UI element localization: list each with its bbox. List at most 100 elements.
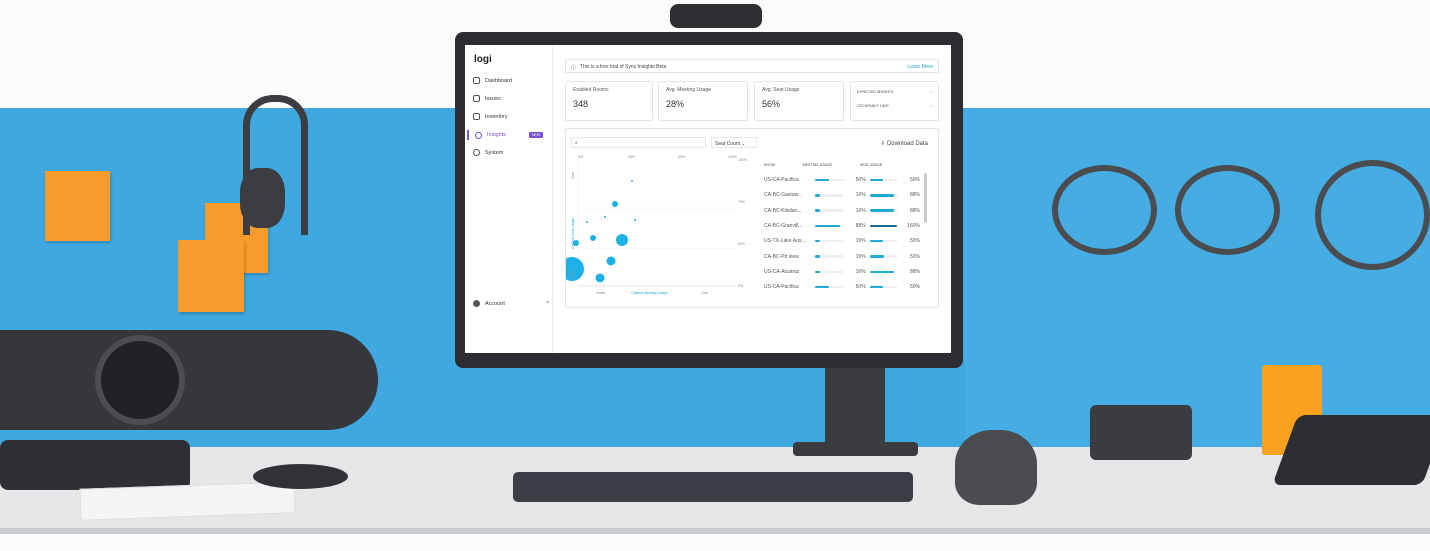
seat-usage: 50% [910, 284, 921, 291]
top-tick: 50% [678, 155, 685, 159]
seat-usage-bar [869, 209, 898, 212]
issues-icon [473, 95, 480, 102]
search-input[interactable]: ⌕ [571, 137, 706, 148]
room-name: CA-BC-Gastow... [764, 192, 803, 199]
gear-icon [473, 149, 480, 156]
table-row[interactable]: CA-BC-Pd view 16% 52% [764, 254, 924, 260]
seat-usage: 88% [910, 268, 921, 275]
room-name: CA-BC-Pd view [764, 253, 799, 260]
mini-pc [1090, 405, 1192, 460]
insights-panel: ⌕ Seat Count ⌄ ⇩ Download Data Under Opti… [565, 128, 939, 308]
table-row[interactable]: CA-BC-Granvill... 88% 160% [764, 223, 924, 229]
download-data-button[interactable]: ⇩ Download Data [880, 141, 928, 147]
room-name: US-CA-Pacifica [764, 284, 799, 291]
meeting-usage-bar [815, 209, 843, 212]
seat-count-dropdown[interactable]: Seat Count ⌄ [711, 137, 757, 148]
seat-usage-bar [869, 224, 898, 228]
keyboard [513, 472, 913, 502]
bubble [606, 256, 616, 266]
insight-links: EXPECTED INSIGHTS › OCCUPANCY LIMIT › [850, 81, 939, 121]
sidebar-item-issues[interactable]: Issues [473, 95, 549, 102]
card-enabled-rooms: Enabled Rooms 348 [565, 81, 653, 121]
learn-more-link[interactable]: Learn More [907, 64, 933, 70]
bubble [612, 201, 618, 207]
meeting-usage: 50% [855, 177, 866, 183]
room-name: US-CA-Pacifica [764, 177, 799, 183]
search-icon: ⌕ [575, 140, 578, 146]
bubble [604, 216, 606, 218]
room-name: CA-BC-Granvill... [764, 222, 803, 229]
room-name: US-TX-Lake Aus... [764, 238, 806, 245]
sidebar-item-dashboard[interactable]: Dashboard [473, 77, 549, 84]
account-menu[interactable]: Account ^ [473, 300, 549, 307]
cable [1052, 165, 1157, 255]
occupancy-limit-link[interactable]: OCCUPANCY LIMIT › [857, 104, 932, 108]
expected-insights-link[interactable]: EXPECTED INSIGHTS › [857, 90, 932, 94]
x-label-under: Under [596, 291, 606, 295]
y-label-over: Over [571, 171, 575, 179]
bubble-chart: Under Optimal Meeting Usage Over 0% 25% 50% 10… [566, 155, 747, 295]
sticky-note [178, 240, 244, 312]
top-tick: 25% [628, 155, 635, 159]
bubble [631, 180, 633, 182]
sidebar-item-inventory[interactable]: Inventory [473, 113, 549, 120]
seat-usage-bar [869, 178, 898, 182]
right-tick: 0% [738, 284, 743, 288]
meeting-usage: 16% [855, 207, 866, 214]
cloud-icon [473, 113, 480, 120]
lightbulb-icon [475, 131, 482, 139]
meeting-usage-bar [815, 285, 843, 289]
seat-usage-bar [869, 285, 898, 289]
table-row[interactable]: US-CA-Alcatraz 16% 88% [764, 269, 924, 275]
avatar [473, 300, 480, 307]
seat-usage: 88% [910, 207, 921, 214]
meeting-usage-bar [815, 255, 843, 258]
sidebar: logi Dashboard Issues Inventory Insights… [465, 45, 553, 353]
table-row[interactable]: US-CA-Pacifica 50% 50% [764, 177, 924, 183]
meeting-usage-bar [815, 239, 843, 243]
tablet [1272, 415, 1430, 485]
headset [243, 95, 308, 235]
bubble [573, 240, 579, 246]
scrollbar[interactable] [924, 173, 927, 223]
sidebar-item-system[interactable]: System [473, 149, 549, 156]
x-label-over: Over [701, 291, 709, 295]
seat-usage: 50% [910, 238, 921, 245]
mouse [955, 430, 1037, 505]
table-row[interactable]: US-TX-Lake Aus... 16% 50% [764, 238, 924, 244]
meeting-usage: 50% [855, 284, 866, 291]
headset-earcup [240, 168, 285, 228]
sidebar-item-insights[interactable]: Insights NEW [467, 130, 543, 140]
chevron-up-icon: ^ [546, 300, 549, 307]
info-icon: ⓘ [571, 65, 577, 71]
speaker-puck [253, 464, 348, 489]
chevron-right-icon: › [930, 90, 932, 94]
table-row[interactable]: CA-BC-Gastow... 16% 88% [764, 192, 924, 198]
camera-stand [0, 440, 190, 490]
meeting-usage-bar [815, 270, 843, 274]
right-tick: 100% [738, 158, 747, 162]
x-axis-label: Optimal Meeting Usage [631, 291, 668, 295]
meeting-usage: 16% [855, 238, 866, 245]
seat-usage-bar [869, 239, 898, 243]
table-row[interactable]: US-CA-Pacifica 50% 50% [764, 284, 924, 290]
room-name: US-CA-Alcatraz [764, 268, 800, 275]
card-meeting-usage: Avg. Meeting Usage 28% [658, 81, 748, 121]
bubble [590, 235, 596, 241]
bubble [566, 257, 584, 281]
cable [1315, 160, 1430, 270]
table-header: ROOM MEETING USAGE SEAT USAGE [764, 163, 883, 167]
camera-lens [95, 335, 185, 425]
right-tick: 50% [738, 242, 745, 246]
card-seat-usage: Avg. Seat Usage 56% [754, 81, 844, 121]
monitor-stand [825, 368, 885, 448]
desk-edge [0, 528, 1430, 534]
table-row[interactable]: CA-BC-Kitsilan... 16% 88% [764, 208, 924, 214]
top-tick: 100% [728, 155, 737, 159]
meeting-usage: 16% [855, 268, 866, 275]
y-label-under: Under [571, 269, 575, 279]
monitor-base [793, 442, 918, 456]
right-tick: 75% [738, 200, 745, 204]
beta-banner: ⓘ This is a free trial of Sync Insights … [565, 59, 939, 73]
sticky-note [45, 171, 110, 241]
